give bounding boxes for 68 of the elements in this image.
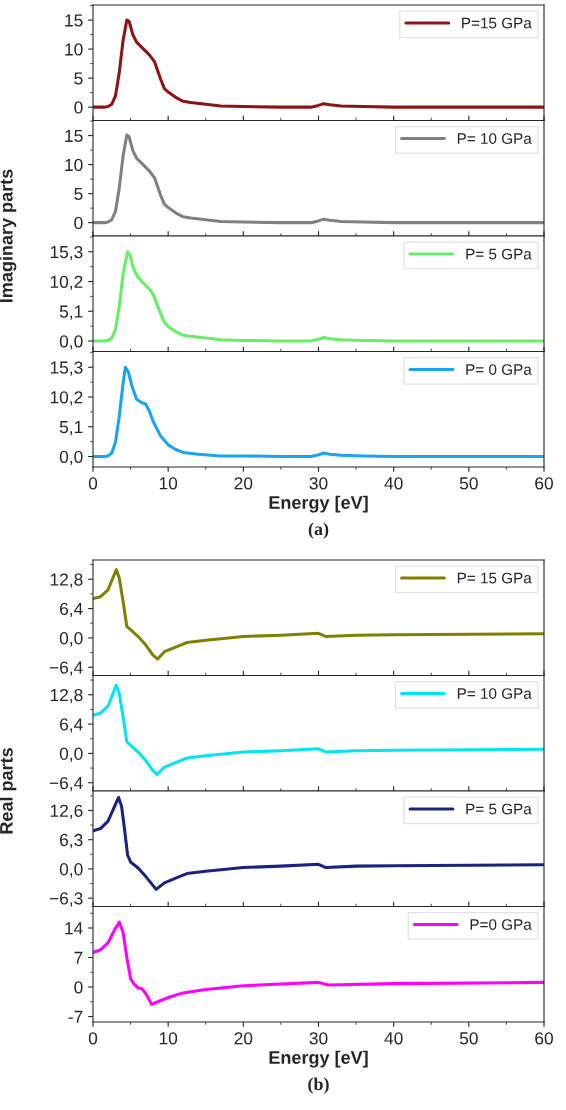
text: (b) [308, 1077, 329, 1094]
y-axis-title: Real parts [0, 748, 17, 834]
line-series [93, 795, 544, 891]
y-tick-label: 6,3 [60, 833, 83, 849]
x-tick-label: 50 [459, 1032, 478, 1045]
legend-label: P=15 GPa [462, 17, 532, 29]
y-tick-label: 0,0 [59, 863, 83, 878]
y-tick-label: 0,0 [59, 747, 83, 762]
y-tick-label: −6,4 [49, 661, 83, 676]
x-tick-label: 10 [159, 1032, 178, 1045]
line-series [93, 568, 544, 661]
legend-label: P= 5 GPa [466, 803, 532, 815]
y-tick-label: 10 [65, 158, 83, 172]
legend-label: P= 10 GPa [457, 133, 532, 144]
y-tick-label: 6,4 [60, 602, 83, 618]
y-tick-label: 15,3 [50, 245, 83, 261]
legend-label: P= 10 GPa [457, 688, 532, 699]
y-tick-label: 0,0 [59, 632, 83, 647]
x-tick-label: 0 [88, 1032, 98, 1045]
y-tick-label: 10 [65, 43, 83, 56]
x-tick-label: 40 [384, 477, 403, 490]
line-series [93, 365, 544, 459]
y-tick-label: 15 [65, 129, 83, 143]
x-tick-label: 0 [88, 477, 98, 490]
line-series [93, 250, 544, 343]
y-tick-label: 12,6 [50, 804, 83, 819]
y-tick-label: −6,4 [49, 776, 83, 792]
x-tick-label: 40 [384, 1032, 403, 1045]
x-tick-label: 10 [159, 477, 178, 490]
legend-label: P=0 GPa [470, 919, 532, 930]
y-tick-label: 10,2 [50, 391, 83, 406]
line-series [93, 18, 544, 109]
x-tick-label: 20 [234, 477, 253, 490]
y-tick-label: 5 [74, 72, 83, 85]
x-tick-label: 60 [535, 477, 553, 490]
y-tick-label: 6,4 [60, 718, 83, 733]
y-axis-title: Imaginary parts [0, 169, 17, 303]
line-series [93, 133, 544, 225]
legend-label: P= 5 GPa [466, 248, 532, 260]
y-tick-label: 0 [74, 101, 83, 114]
y-tick-label: 12,8 [50, 688, 83, 704]
x-axis-title: Energy [eV] [269, 1050, 368, 1068]
y-tick-label: 5,1 [59, 305, 83, 320]
x-tick-label: 60 [535, 1032, 553, 1045]
legend-label: P= 0 GPa [466, 364, 532, 375]
legend-label: P= 15 GPa [457, 572, 532, 584]
y-tick-label: 15,3 [50, 361, 83, 376]
y-tick-label: -7 [68, 1010, 83, 1023]
y-tick-label: 10,2 [50, 275, 83, 291]
y-tick-label: 0,0 [59, 450, 83, 466]
text: (a) [308, 522, 329, 539]
y-tick-label: 0 [74, 981, 83, 994]
y-tick-label: 5,1 [59, 421, 83, 436]
y-tick-label: 0,0 [59, 335, 83, 350]
x-axis-title: Energy [eV] [269, 495, 368, 513]
x-tick-label: 30 [309, 477, 328, 490]
line-series [93, 683, 544, 777]
y-tick-label: 14 [65, 922, 83, 935]
y-tick-label: 7 [74, 951, 83, 964]
y-tick-label: 5 [74, 187, 83, 201]
x-tick-label: 50 [459, 477, 478, 490]
y-tick-label: 15 [65, 14, 83, 27]
y-tick-label: 0 [74, 216, 83, 230]
y-tick-label: 12,8 [50, 573, 83, 588]
y-tick-label: −6,3 [49, 892, 83, 907]
line-series [93, 920, 544, 1006]
x-tick-label: 20 [234, 1032, 253, 1045]
x-tick-label: 30 [309, 1032, 328, 1045]
